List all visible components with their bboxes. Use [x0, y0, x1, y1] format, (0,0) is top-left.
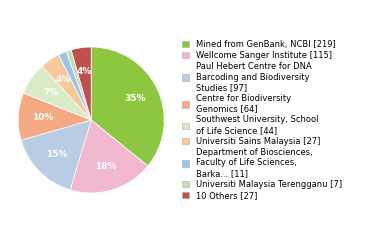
Text: 7%: 7% — [43, 88, 59, 97]
Text: 10%: 10% — [32, 113, 53, 122]
Wedge shape — [70, 120, 148, 193]
Text: 18%: 18% — [95, 162, 116, 171]
Text: 15%: 15% — [46, 150, 67, 159]
Wedge shape — [18, 93, 91, 140]
Wedge shape — [21, 120, 91, 190]
Wedge shape — [66, 50, 91, 120]
Wedge shape — [71, 47, 91, 120]
Legend: Mined from GenBank, NCBI [219], Wellcome Sanger Institute [115], Paul Hebert Cen: Mined from GenBank, NCBI [219], Wellcome… — [182, 40, 342, 200]
Wedge shape — [59, 51, 91, 120]
Text: 4%: 4% — [77, 67, 92, 76]
Wedge shape — [42, 55, 91, 120]
Wedge shape — [91, 47, 164, 166]
Text: 35%: 35% — [125, 95, 146, 103]
Text: 4%: 4% — [56, 75, 71, 84]
Wedge shape — [24, 66, 91, 120]
